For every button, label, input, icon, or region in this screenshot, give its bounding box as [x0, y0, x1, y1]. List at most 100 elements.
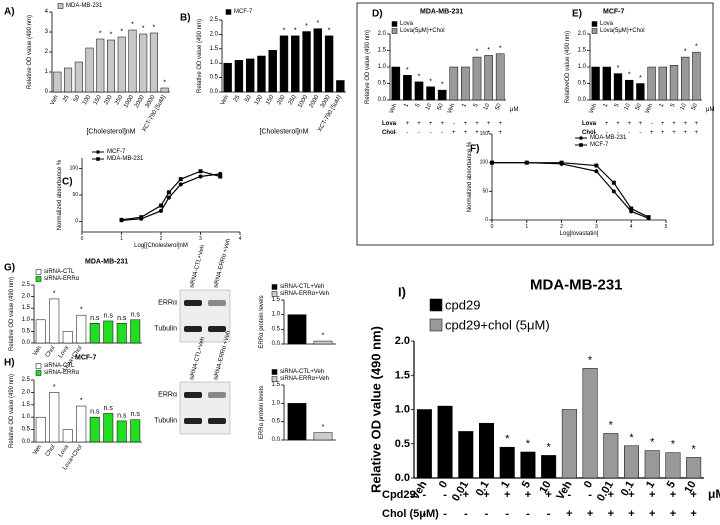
panel-label: F)	[470, 144, 479, 155]
bar	[234, 60, 244, 93]
blot-band	[208, 300, 226, 306]
significance-label: *	[628, 72, 631, 79]
row-sign: -	[430, 130, 432, 136]
y-tick-label: 0.0	[272, 437, 281, 443]
bar	[561, 409, 577, 479]
bar	[85, 47, 94, 93]
y-tick-label: 0.5	[272, 326, 281, 332]
row-sign: +	[690, 508, 696, 520]
blot-band	[184, 300, 202, 306]
bar	[625, 79, 634, 101]
row-sign: +	[670, 508, 676, 520]
panel-label: G)	[4, 263, 15, 274]
bar	[591, 66, 600, 101]
x-tick-label: 150	[93, 94, 104, 106]
row-sign: -	[464, 508, 468, 520]
row-sign: -	[595, 130, 597, 136]
y-tick-label: 1.5	[378, 48, 387, 54]
row-sign: -	[568, 489, 572, 501]
row-sign: +	[487, 130, 491, 136]
row-label: Chol	[582, 130, 596, 136]
marker	[139, 215, 144, 220]
legend-label: siRNA-CTL+Veh	[280, 369, 324, 375]
chart-title: MDA-MB-231	[530, 277, 623, 294]
x-tick-label: 50	[495, 102, 504, 111]
x-tick-label: 0	[582, 479, 595, 490]
row-sign: +	[483, 489, 489, 501]
legend-label: siRNA-CTL	[44, 363, 75, 369]
x-tick-label: 5	[520, 479, 533, 490]
legend-swatch	[35, 276, 42, 282]
legend-label: MCF-7	[234, 9, 253, 15]
row-sign: +	[649, 489, 655, 501]
significance-label: *	[316, 20, 319, 27]
x-tick-label: 10	[425, 102, 434, 111]
bar	[76, 314, 87, 344]
x-tick-label: 10	[680, 102, 689, 111]
legend-marker	[579, 136, 583, 140]
legend-marker	[579, 143, 583, 147]
significance-label: n.s	[90, 409, 100, 416]
bar	[461, 66, 470, 101]
blot-band	[208, 326, 226, 332]
bar	[287, 403, 307, 441]
y-tick-label: 1.0	[272, 400, 281, 406]
bar	[49, 298, 60, 344]
y-tick-label: 1.5	[210, 46, 219, 52]
row-label: Lova	[582, 121, 597, 127]
significance-label: *	[588, 354, 593, 366]
bar	[74, 61, 83, 93]
significance-label: *	[684, 49, 687, 56]
x-tick-label: 10	[537, 479, 554, 496]
marker	[490, 160, 494, 165]
bar	[76, 405, 87, 443]
x-tick-label: 5	[670, 102, 677, 108]
chart-title: MDA-MB-231	[420, 9, 463, 16]
row-sign: +	[498, 121, 502, 127]
marker	[159, 208, 163, 213]
row-sign: +	[406, 121, 410, 127]
row-sign: +	[525, 489, 531, 501]
row-sign: +	[464, 121, 468, 127]
row-label: Chol	[382, 130, 396, 136]
panel-label: C)	[62, 177, 73, 188]
x-tick-label: 1	[603, 102, 610, 108]
significance-label: *	[692, 443, 697, 455]
x-axis-label: [Cholesterol]nM	[86, 129, 135, 136]
row-sign: +	[608, 489, 614, 501]
bar	[324, 35, 334, 93]
y-tick-label: 0.5	[378, 81, 387, 87]
bar	[647, 66, 656, 101]
row-sign: -	[639, 130, 641, 136]
bar	[313, 28, 323, 93]
bar	[495, 53, 505, 101]
legend-label: MDA-MB-231	[590, 135, 627, 141]
legend-swatch	[591, 21, 598, 27]
y-tick-label: 1.0	[378, 64, 387, 70]
significance-label: n.s	[117, 412, 127, 419]
bar	[336, 80, 345, 93]
bar	[665, 452, 681, 479]
significance-label: *	[322, 333, 325, 340]
row-sign: -	[485, 508, 489, 520]
significance-label: *	[163, 80, 166, 87]
marker	[178, 182, 183, 187]
bar	[35, 319, 46, 344]
x-tick-label: 200	[276, 94, 287, 106]
significance-label: *	[505, 433, 510, 445]
x-tick-label: 50	[437, 102, 446, 111]
bar	[313, 340, 333, 345]
x-axis-label: Log[lovastatin]	[560, 231, 599, 237]
bar	[416, 409, 432, 479]
x-tick-label: Veh	[32, 345, 43, 357]
bar	[499, 446, 515, 479]
y-axis-label: ERRα protein levels	[259, 295, 265, 348]
significance-label: *	[131, 22, 134, 29]
row-sign: +	[695, 130, 699, 136]
legend-label: siRNA-ERRα	[44, 276, 80, 282]
bar	[49, 392, 60, 443]
x-tick-label: 10	[624, 102, 633, 111]
legend-swatch	[35, 370, 42, 376]
y-tick-label: 2.0	[210, 31, 219, 37]
